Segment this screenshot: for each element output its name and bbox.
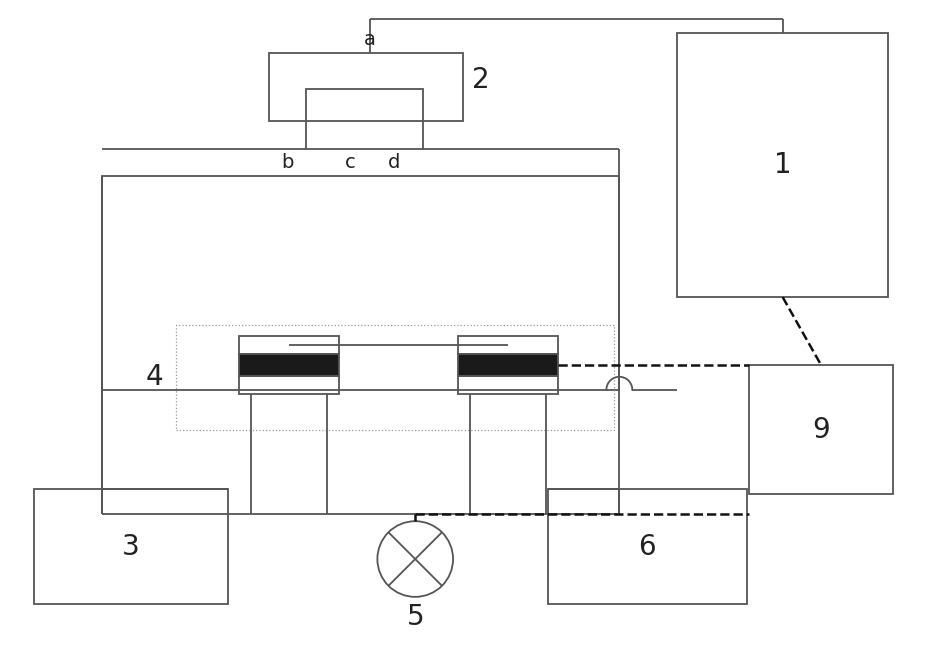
- Bar: [677, 33, 888, 297]
- Text: 4: 4: [145, 363, 163, 391]
- Bar: [749, 365, 893, 494]
- Text: 2: 2: [472, 67, 490, 94]
- Bar: [458, 354, 558, 376]
- Bar: [239, 354, 339, 376]
- Text: 3: 3: [122, 532, 140, 561]
- Bar: [239, 336, 339, 354]
- Text: a: a: [364, 30, 376, 49]
- Bar: [101, 176, 619, 389]
- Bar: [458, 336, 558, 354]
- Text: c: c: [345, 153, 356, 172]
- Text: 9: 9: [812, 416, 830, 444]
- Bar: [176, 325, 614, 430]
- Text: d: d: [387, 153, 400, 172]
- Bar: [458, 376, 558, 393]
- Bar: [305, 89, 424, 149]
- Bar: [239, 376, 339, 393]
- Text: b: b: [281, 153, 294, 172]
- Text: 5: 5: [407, 603, 424, 631]
- Text: 1: 1: [774, 151, 791, 179]
- Text: 6: 6: [639, 532, 656, 561]
- Bar: [547, 490, 747, 604]
- Bar: [269, 53, 463, 121]
- Bar: [34, 490, 228, 604]
